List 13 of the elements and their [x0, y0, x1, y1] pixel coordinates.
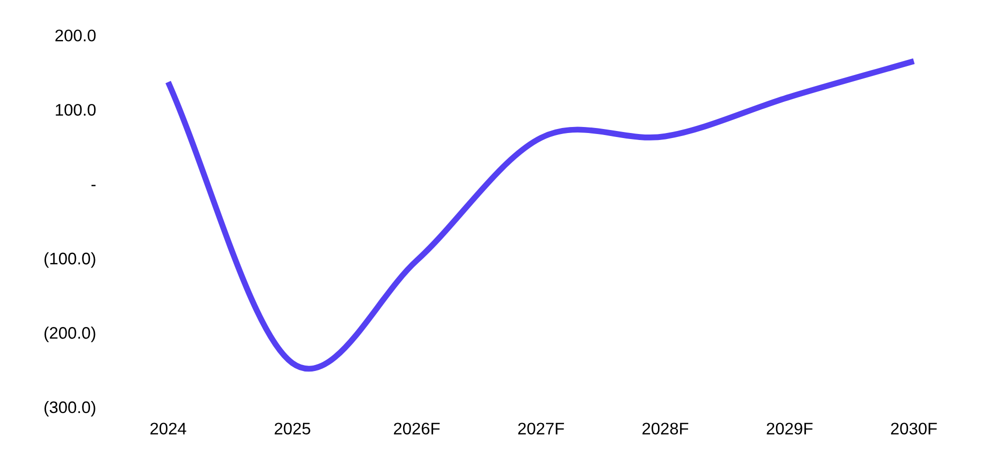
- x-tick-label: 2028F: [642, 422, 688, 434]
- x-tick-label: 2027F: [518, 422, 564, 434]
- y-tick-label: (300.0): [44, 400, 96, 416]
- y-tick-label: 100.0: [56, 104, 96, 116]
- y-tick-label: -: [91, 184, 96, 186]
- y-tick-label: 200.0: [55, 30, 96, 42]
- x-tick-label: 2025: [274, 422, 310, 434]
- y-tick-label: (200.0): [44, 326, 96, 342]
- x-tick-label: 2030F: [891, 422, 937, 434]
- x-tick-label: 2024: [150, 422, 186, 434]
- x-tick-label: 2026F: [394, 422, 440, 434]
- x-tick-label: 2029F: [766, 422, 813, 434]
- y-tick-label: (100.0): [44, 252, 96, 268]
